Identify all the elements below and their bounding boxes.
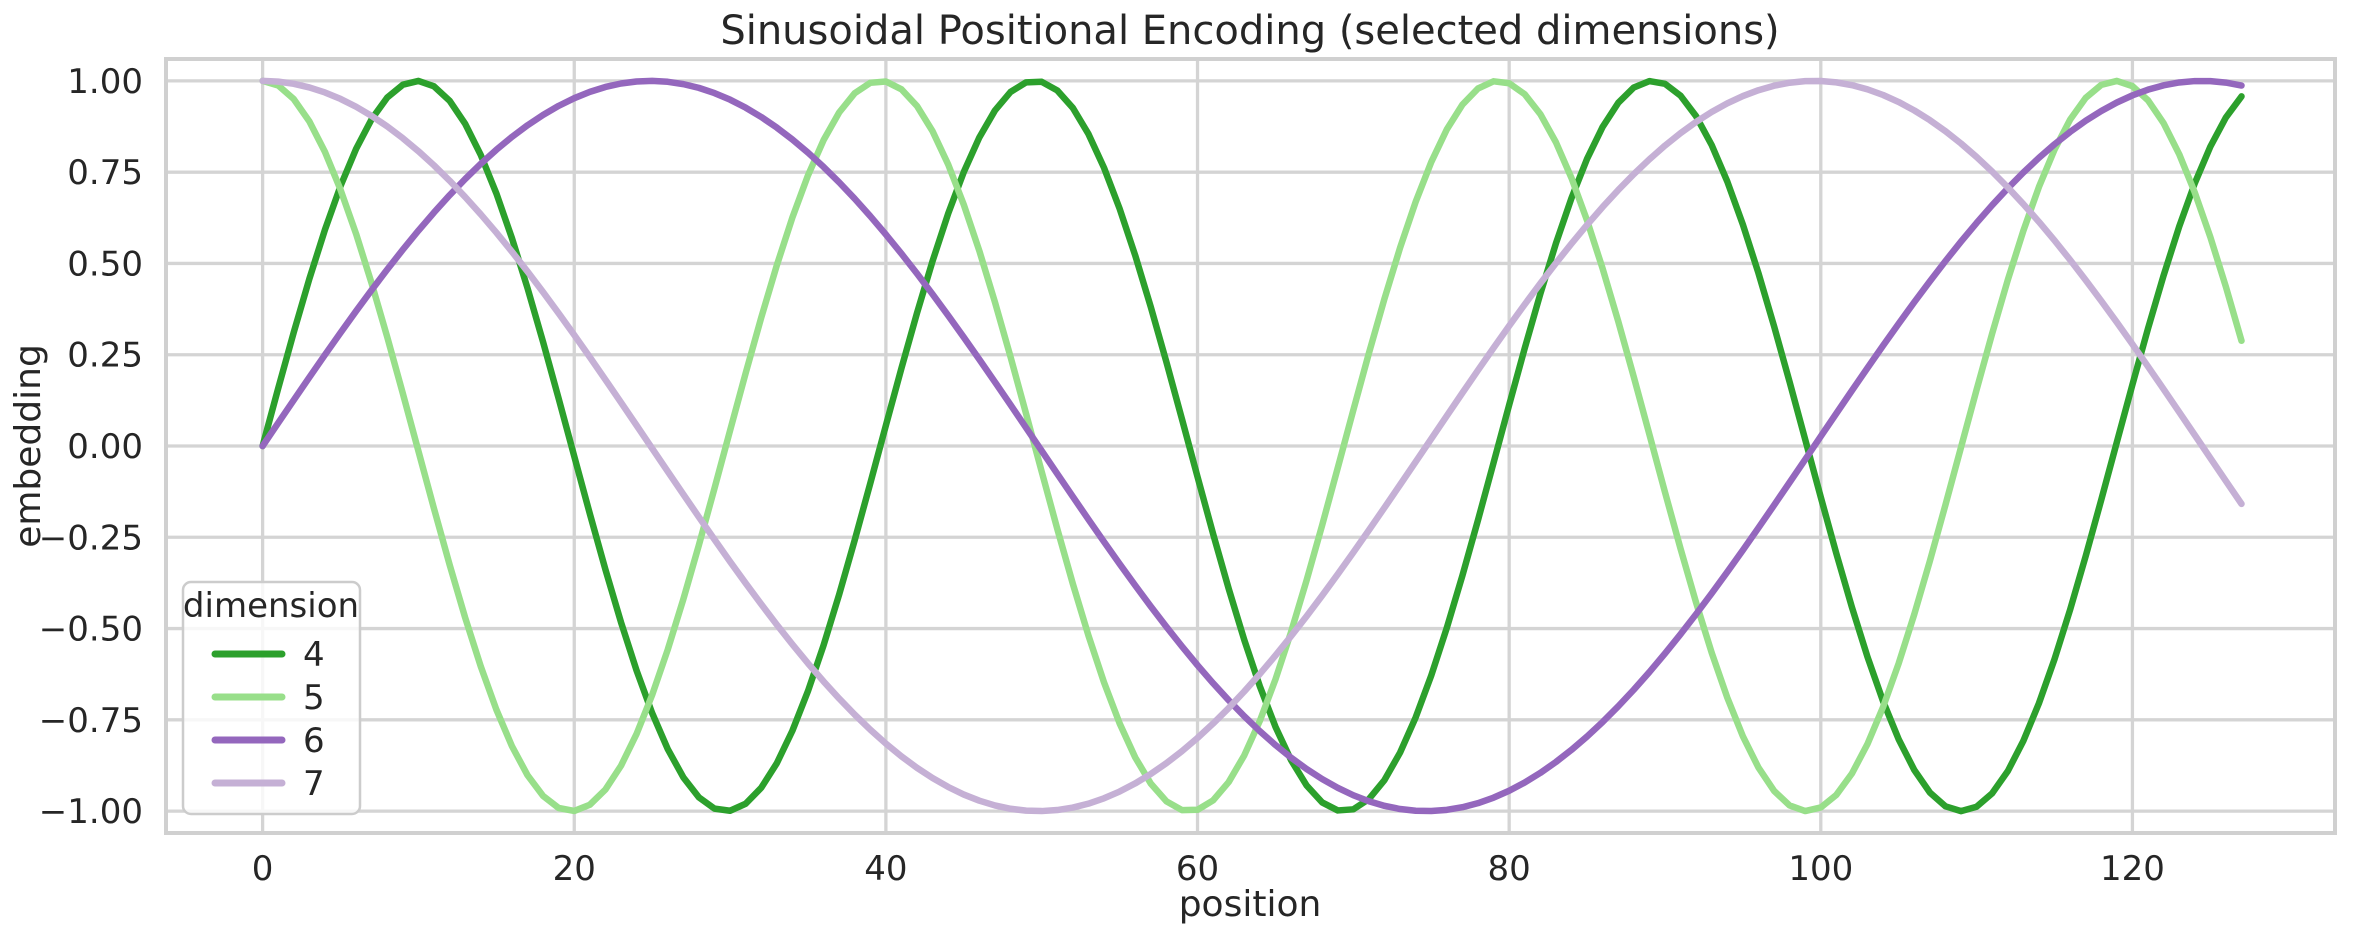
x-tick-label: 60 bbox=[1176, 849, 1219, 889]
series-line-dim-7 bbox=[259, 77, 2245, 815]
y-tick-label: −1.00 bbox=[39, 792, 143, 832]
x-tick-label: 100 bbox=[1788, 849, 1853, 889]
x-axis-label: position bbox=[1179, 884, 1322, 925]
y-axis-label: embedding bbox=[8, 344, 49, 548]
x-tick-label: 20 bbox=[553, 849, 596, 889]
legend-entry: 4 bbox=[211, 635, 325, 675]
y-tick-label: −0.75 bbox=[39, 701, 143, 741]
y-tick-label: 0.75 bbox=[67, 153, 143, 193]
legend-entry: 6 bbox=[211, 721, 325, 761]
x-tick-label: 0 bbox=[252, 849, 274, 889]
legend-entry: 5 bbox=[211, 678, 325, 718]
x-tick-label: 120 bbox=[2100, 849, 2165, 889]
y-tick-label: −0.25 bbox=[39, 518, 143, 558]
legend-title: dimension bbox=[183, 586, 359, 626]
series-line-dim-4 bbox=[259, 77, 2245, 815]
y-tick-label: −0.50 bbox=[39, 610, 143, 650]
line-series bbox=[259, 77, 2245, 815]
y-tick-label: 0.00 bbox=[67, 427, 143, 467]
y-tick-labels: 1.00 0.75 0.50 0.25 0.00 −0.25 −0.50 −0.75 −1.00 bbox=[39, 62, 143, 832]
chart-title: Sinusoidal Positional Encoding (selected… bbox=[720, 8, 1779, 54]
series-line-dim-6 bbox=[259, 77, 2245, 815]
y-tick-label: 0.25 bbox=[67, 336, 143, 376]
y-tick-label: 1.00 bbox=[67, 62, 143, 102]
x-tick-labels: 0 20 40 60 80 100 120 bbox=[252, 849, 2165, 889]
legend-entry-label: 6 bbox=[303, 721, 325, 761]
plot-border bbox=[164, 57, 2337, 835]
legend-entry-label: 4 bbox=[303, 635, 325, 675]
legend-entry: 7 bbox=[211, 764, 325, 804]
legend-entry-label: 7 bbox=[303, 764, 325, 804]
series-line-dim-5 bbox=[259, 77, 2245, 815]
x-tick-label: 80 bbox=[1488, 849, 1531, 889]
x-tick-label: 40 bbox=[864, 849, 907, 889]
gridlines bbox=[166, 59, 2335, 833]
legend-entry-label: 5 bbox=[303, 678, 325, 718]
y-tick-label: 0.50 bbox=[67, 244, 143, 284]
